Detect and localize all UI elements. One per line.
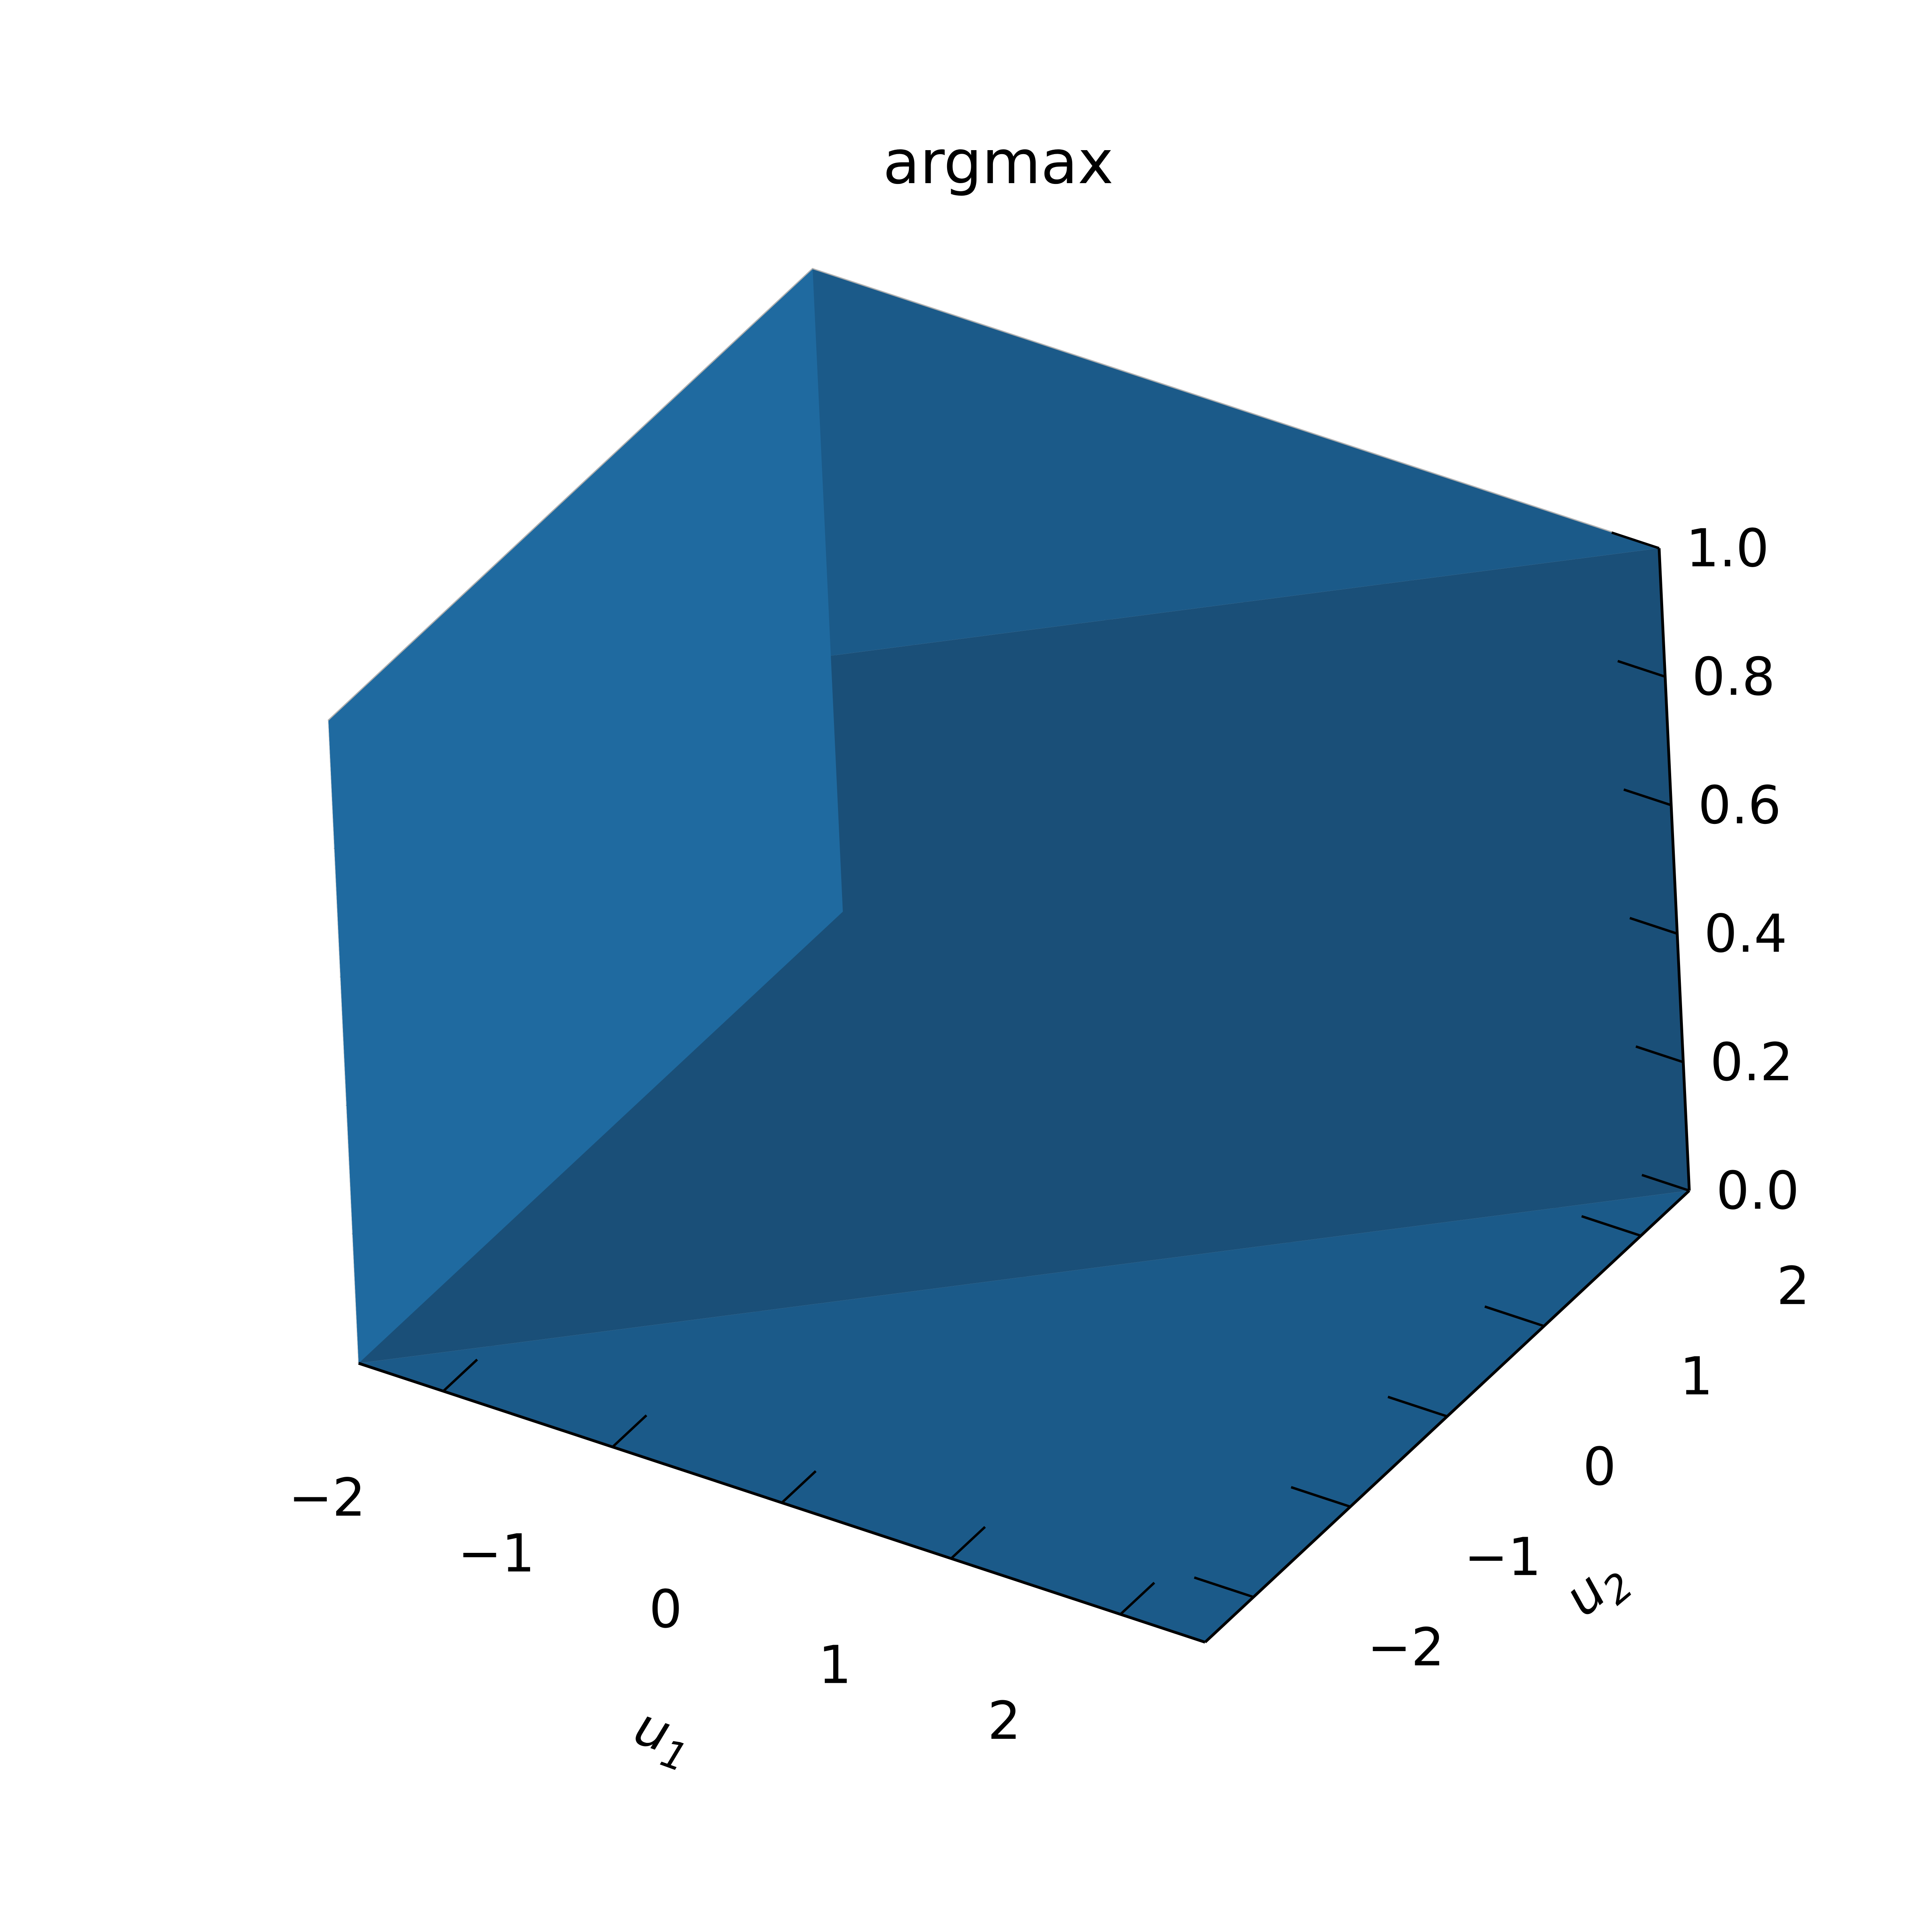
z-tick-label: 0.2 <box>1710 1032 1794 1093</box>
y-axis-label: u2 <box>1553 1544 1642 1635</box>
z-tick-mark <box>1623 788 1672 807</box>
x-tick-mark <box>611 1414 648 1448</box>
z-tick-label: 0.6 <box>1698 774 1781 836</box>
tick-marks <box>442 531 1690 1615</box>
z-tick-mark <box>1611 531 1660 549</box>
x-tick-mark <box>442 1358 478 1392</box>
y-tick-label: 0 <box>1583 1436 1616 1497</box>
surface-floor-region <box>359 1191 1689 1642</box>
z-tick-label: 0.4 <box>1704 903 1788 964</box>
z-tick-mark <box>1629 916 1678 935</box>
z-tick-mark <box>1641 1174 1690 1192</box>
x-tick-label: −2 <box>289 1467 366 1528</box>
z-tick-mark <box>1635 1045 1684 1063</box>
y-tick-mark <box>1484 1305 1545 1327</box>
y-tick-label: 2 <box>1777 1255 1810 1317</box>
y-tick-mark <box>1290 1486 1351 1508</box>
z-tick-label: 1.0 <box>1686 518 1769 579</box>
step-surface <box>328 269 1689 1642</box>
y-tick-mark <box>1387 1395 1448 1418</box>
x-tick-mark <box>781 1470 817 1504</box>
x-tick-label: 2 <box>988 1690 1021 1751</box>
y-tick-label: −2 <box>1367 1617 1445 1678</box>
y-tick-mark <box>1194 1576 1254 1598</box>
x-tick-label: 1 <box>818 1634 852 1695</box>
y-tick-label: 1 <box>1680 1346 1713 1407</box>
z-tick-label: 0.0 <box>1716 1160 1800 1221</box>
surface-front-wall <box>328 269 843 1363</box>
x-tick-mark <box>950 1526 986 1560</box>
z-tick-label: 0.8 <box>1692 646 1775 707</box>
x-tick-mark <box>1119 1581 1155 1615</box>
chart-title: argmax <box>883 128 1114 198</box>
z-axis-line <box>1657 548 1691 1191</box>
z-tick-mark <box>1617 660 1666 678</box>
y-tick-mark <box>1581 1215 1641 1237</box>
x-axis-label: u1 <box>624 1695 702 1781</box>
y-tick-label: −1 <box>1464 1526 1542 1587</box>
x-tick-label: −1 <box>458 1523 535 1584</box>
x-tick-label: 0 <box>649 1579 682 1640</box>
